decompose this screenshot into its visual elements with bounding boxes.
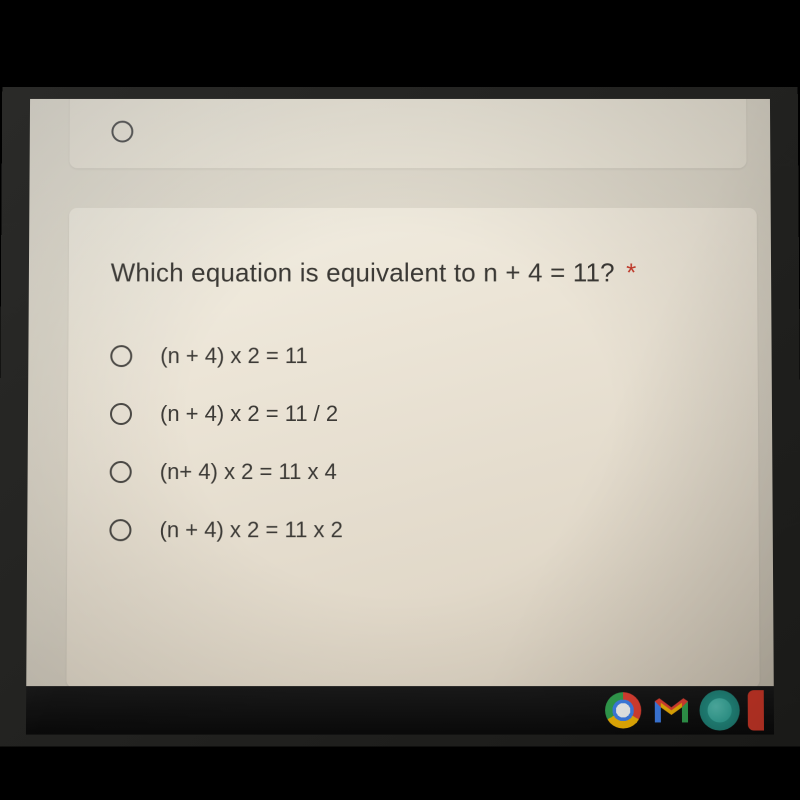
radio-button[interactable] [109,519,131,541]
radio-button[interactable] [110,403,132,425]
question-card: Which equation is equivalent to n + 4 = … [66,208,759,688]
unknown-app-icon[interactable] [748,690,764,730]
chrome-icon[interactable] [603,690,643,730]
option-row[interactable]: (n + 4) x 2 = 11 x 2 [109,517,716,543]
photo-frame: Which equation is equivalent to n + 4 = … [0,87,800,747]
radio-button[interactable] [111,121,133,143]
taskbar [26,686,774,734]
radio-button[interactable] [110,345,132,367]
question-prompt: Which equation is equivalent to n + 4 = … [111,258,716,289]
option-label: (n + 4) x 2 = 11 x 2 [159,517,342,543]
gmail-icon[interactable] [651,695,691,725]
meet-icon[interactable] [699,690,739,730]
question-text: Which equation is equivalent to n + 4 = … [111,258,615,288]
previous-question-card [69,99,746,168]
required-indicator: * [626,258,636,288]
form-screen: Which equation is equivalent to n + 4 = … [26,99,774,735]
option-row[interactable]: (n+ 4) x 2 = 11 x 4 [110,459,717,485]
option-row[interactable]: (n + 4) x 2 = 11 / 2 [110,401,716,427]
radio-button[interactable] [110,461,132,483]
option-label: (n + 4) x 2 = 11 / 2 [160,401,338,427]
option-label: (n + 4) x 2 = 11 [160,343,308,369]
option-label: (n+ 4) x 2 = 11 x 4 [160,459,337,485]
option-row[interactable]: (n + 4) x 2 = 11 [110,343,716,369]
